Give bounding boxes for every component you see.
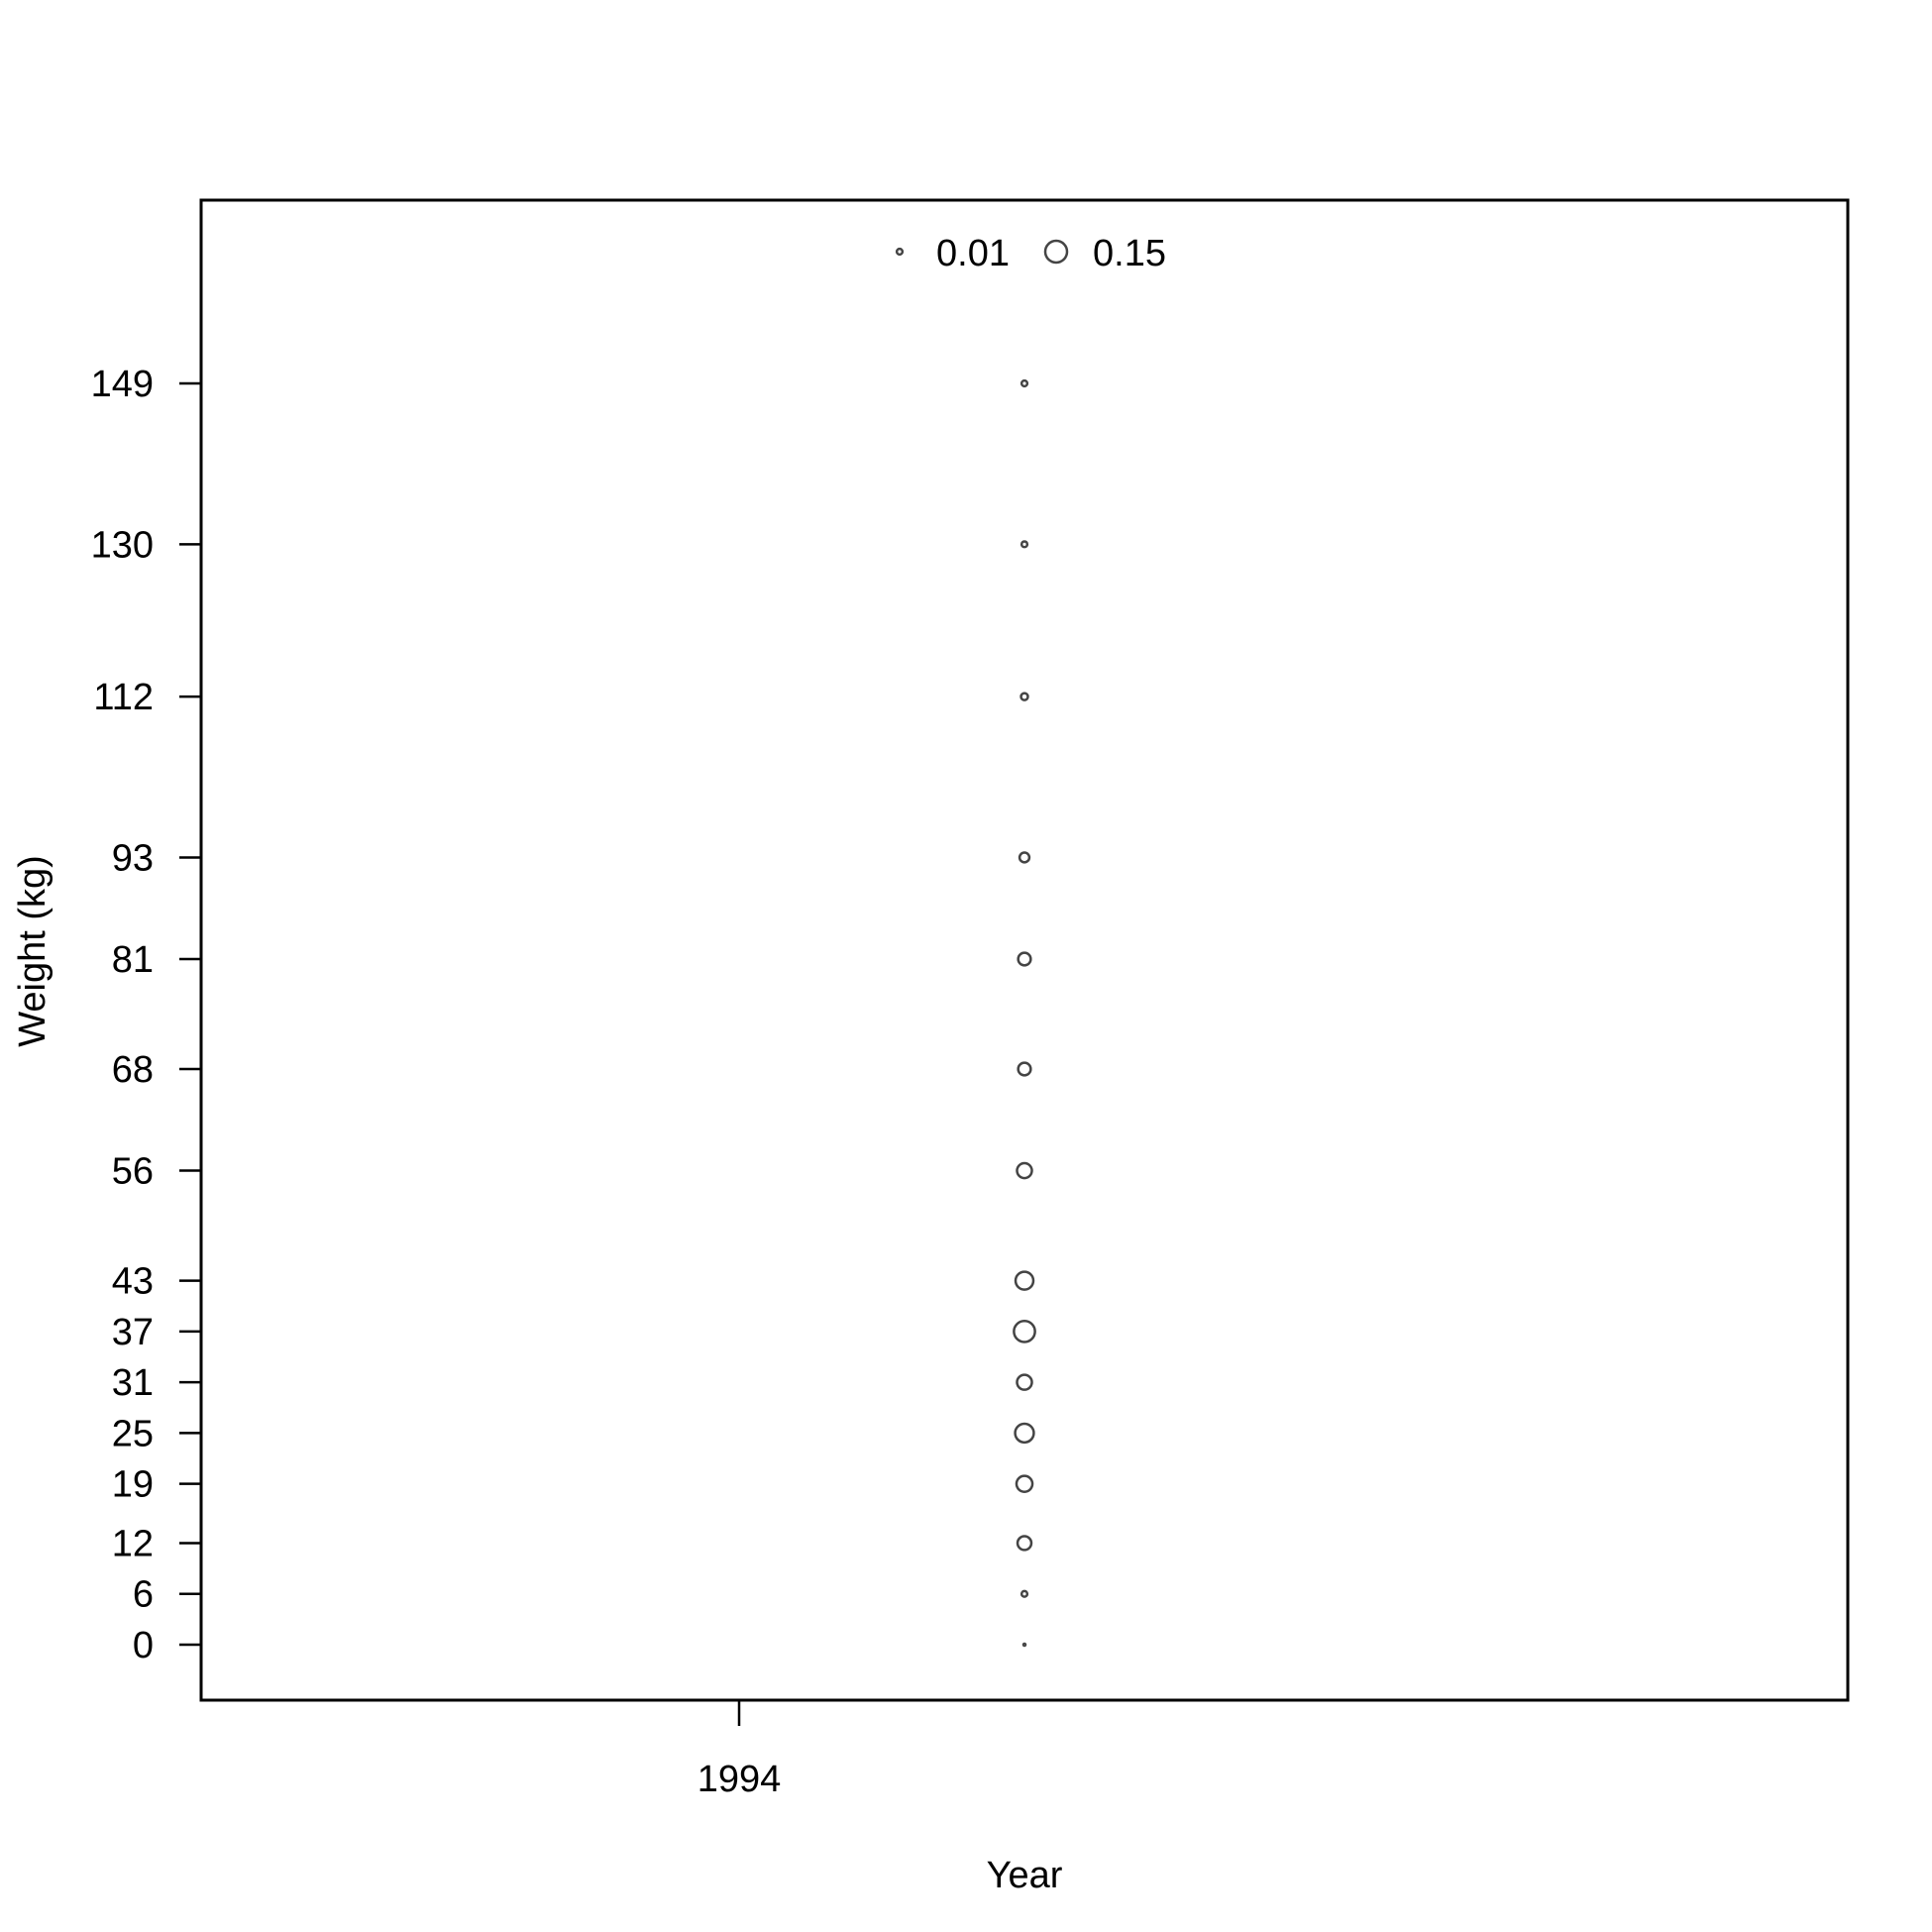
data-point bbox=[1014, 1422, 1035, 1445]
x-tick-label: 1994 bbox=[698, 1759, 782, 1800]
y-axis: 0 6 12 19 25 31 37 43 56 68 81 93 112 130 149 bbox=[91, 364, 201, 1666]
y-tick-label: 81 bbox=[112, 939, 154, 981]
data-point bbox=[1013, 1320, 1036, 1343]
data-point bbox=[1016, 1535, 1033, 1552]
data-point bbox=[1017, 1061, 1032, 1077]
data-point bbox=[1020, 378, 1029, 388]
data-point bbox=[1020, 540, 1029, 549]
data-point bbox=[1016, 1373, 1033, 1391]
y-tick-label: 68 bbox=[112, 1049, 154, 1091]
legend-marker bbox=[895, 247, 905, 257]
y-tick-label: 19 bbox=[112, 1464, 154, 1506]
plot-frame bbox=[199, 198, 1850, 1702]
legend-label: 0.15 bbox=[1093, 233, 1166, 274]
x-axis-title: Year bbox=[987, 1855, 1063, 1896]
y-tick-label: 25 bbox=[112, 1413, 154, 1454]
data-point bbox=[1021, 1642, 1027, 1648]
y-tick-label: 149 bbox=[91, 364, 154, 405]
y-tick-label: 6 bbox=[133, 1574, 154, 1616]
y-tick-label: 31 bbox=[112, 1362, 154, 1404]
y-tick-label: 56 bbox=[112, 1151, 154, 1193]
data-point bbox=[1014, 1270, 1035, 1291]
data-point bbox=[1018, 851, 1031, 864]
data-point bbox=[1016, 1161, 1033, 1180]
y-tick-label: 93 bbox=[112, 837, 154, 879]
y-axis-title: Weight (kg) bbox=[12, 855, 54, 1047]
y-tick-label: 112 bbox=[93, 677, 154, 718]
legend-marker bbox=[1043, 239, 1069, 265]
data-point bbox=[1017, 951, 1032, 967]
legend: 0.01 0.15 bbox=[895, 233, 1166, 274]
data-point bbox=[1020, 1589, 1029, 1598]
data-point bbox=[1020, 692, 1029, 701]
y-tick-label: 130 bbox=[91, 524, 154, 566]
y-tick-label: 0 bbox=[133, 1625, 154, 1666]
y-tick-label: 12 bbox=[112, 1523, 154, 1564]
y-tick-label: 43 bbox=[112, 1261, 154, 1303]
x-axis: 1994 bbox=[698, 1700, 782, 1800]
y-tick-label: 37 bbox=[112, 1312, 154, 1353]
data-point bbox=[1015, 1474, 1034, 1493]
legend-label: 0.01 bbox=[936, 233, 1010, 274]
data-points bbox=[1013, 378, 1036, 1648]
